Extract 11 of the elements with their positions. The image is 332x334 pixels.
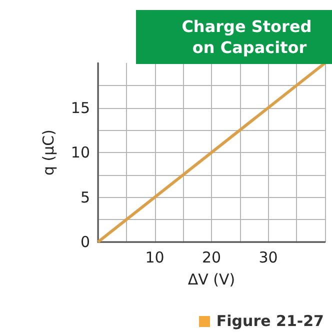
x-axis-title: ΔV (V) — [188, 270, 236, 288]
x-tick-label: 10 — [145, 248, 164, 266]
y-axis-title: q (μC) — [40, 129, 58, 176]
y-tick-label: 0 — [80, 233, 90, 251]
caption: Figure 21-27 — [216, 312, 324, 330]
y-tick-label: 15 — [70, 98, 90, 117]
x-tick-label: 20 — [202, 248, 222, 266]
y-tick-label: 10 — [70, 144, 90, 162]
x-tick-label: 30 — [258, 248, 278, 266]
y-tick-label: 5 — [80, 188, 90, 206]
chart-title: Charge Stored on Capacitor — [182, 17, 318, 57]
